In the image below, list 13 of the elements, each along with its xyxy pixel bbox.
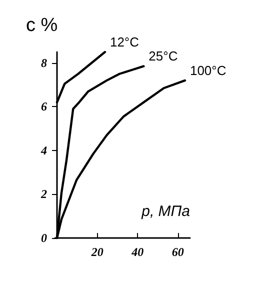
x-axis-title: p, МПа <box>140 203 190 220</box>
x-tick-label: 20 <box>90 245 104 259</box>
series-label: 25°C <box>148 48 178 64</box>
series-label: 100°C <box>190 62 226 78</box>
y-tick-label: 8 <box>41 56 47 70</box>
x-tick-label: 60 <box>172 245 184 259</box>
y-tick-label: 4 <box>40 143 47 158</box>
series-label: 12°C <box>110 34 140 50</box>
y-tick-label: 6 <box>41 100 47 114</box>
y-axis-title: c % <box>26 15 58 36</box>
y-tick-label: 2 <box>40 187 47 202</box>
x-tick-label: 40 <box>130 245 144 259</box>
y-tick-label: 0 <box>41 231 47 245</box>
